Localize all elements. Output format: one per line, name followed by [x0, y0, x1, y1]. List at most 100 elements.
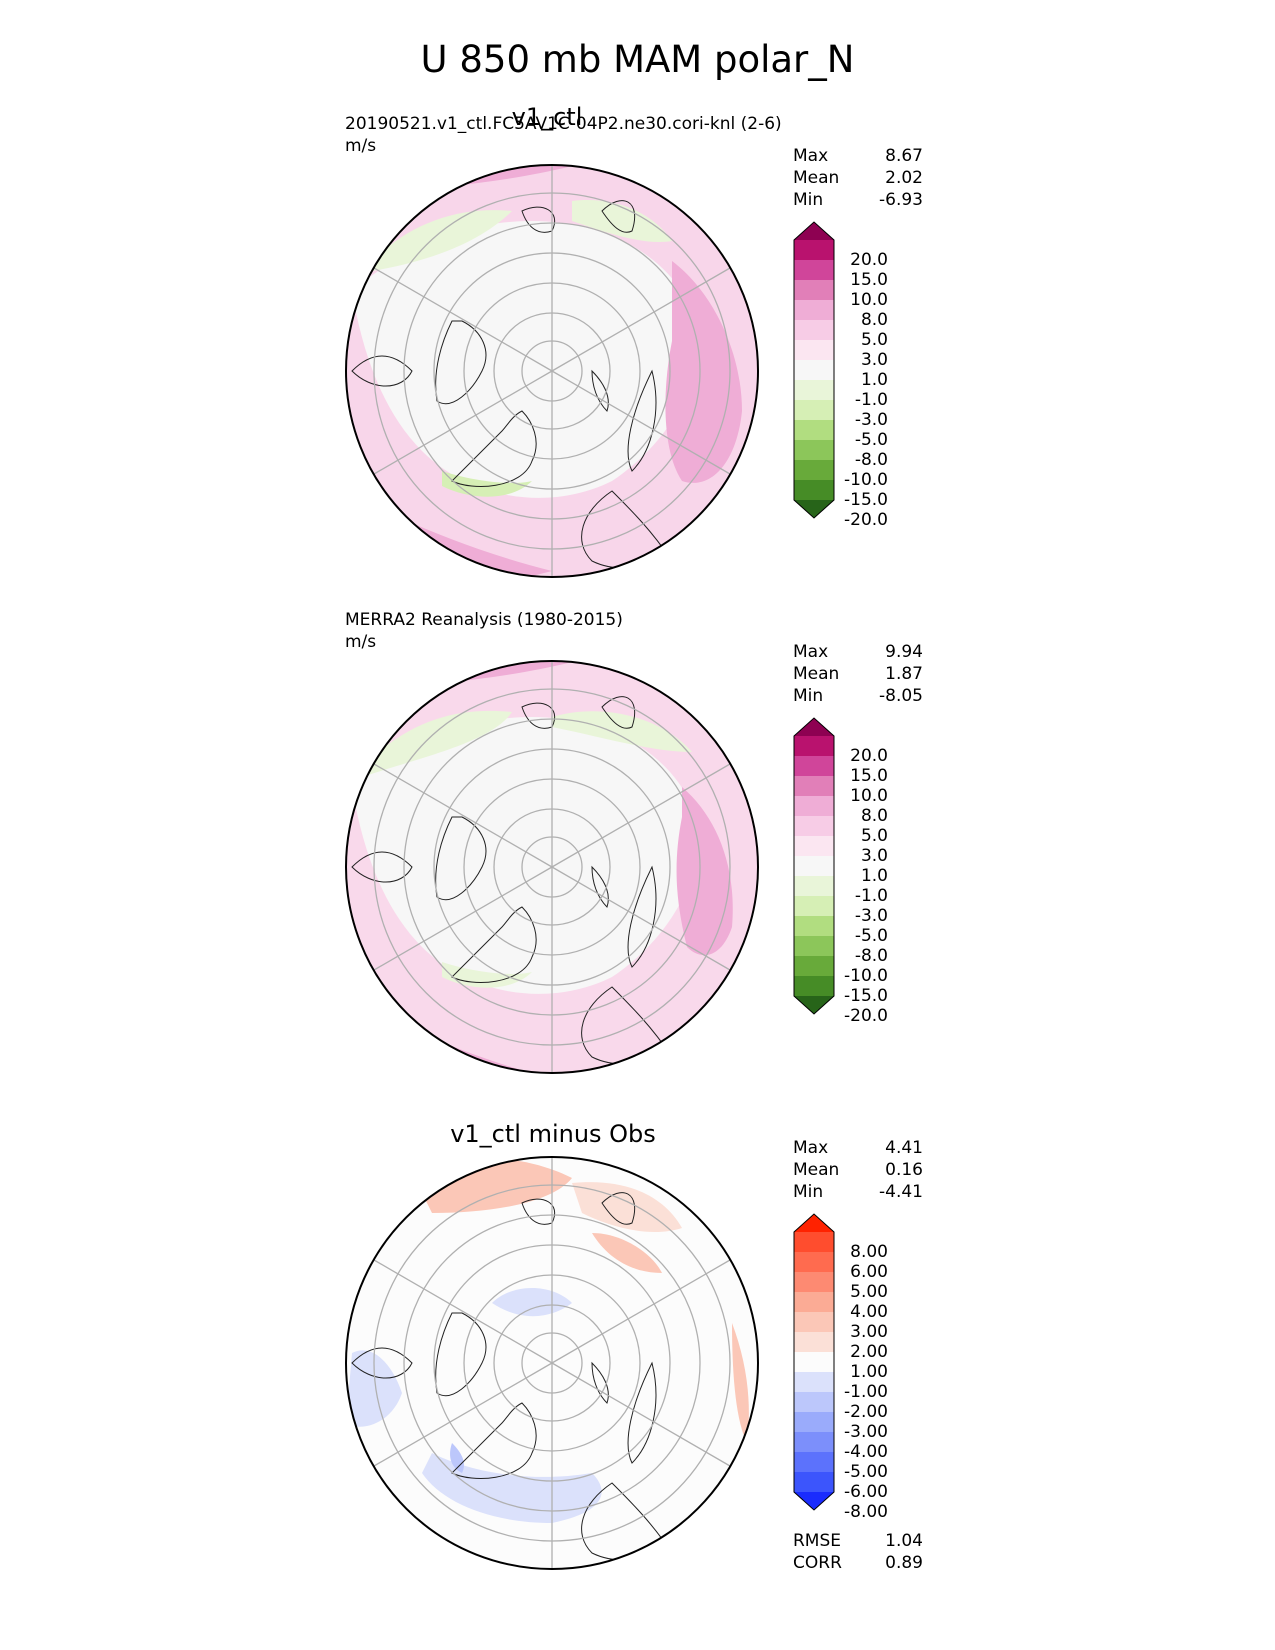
panel1-units: m/s — [345, 136, 377, 156]
colorbar-swatch — [794, 340, 834, 361]
panel3-field-positive-5 — [732, 1323, 749, 1443]
stat-row: CORR 0.89 — [793, 1552, 923, 1574]
panel2-polar-map — [345, 660, 759, 1074]
colorbar-outline — [793, 221, 835, 519]
colorbar-tick-label: 10.0 — [850, 786, 888, 806]
panel3-field-negative-4 — [450, 1443, 464, 1473]
panel1-stats: Max 8.67 Mean 2.02 Min -6.93 — [793, 145, 923, 211]
panel2-stats: Max 9.94 Mean 1.87 Min -8.05 — [793, 641, 923, 707]
colorbar-extend-min — [794, 1492, 834, 1510]
stat-row: Max 4.41 — [793, 1137, 923, 1159]
colorbar-swatch — [794, 776, 834, 797]
stat-label: Max — [793, 1138, 829, 1158]
panel1-center-title: v1_ctl — [511, 103, 583, 131]
panel3-center-title: v1_ctl minus Obs — [450, 1120, 656, 1148]
stat-value: 2.02 — [885, 168, 923, 188]
colorbar-swatch — [794, 976, 834, 997]
colorbar-extend-max — [794, 222, 834, 240]
panel1-coastlines — [351, 200, 673, 569]
colorbar-swatch — [794, 916, 834, 937]
colorbar-tick-label: 8.0 — [860, 310, 888, 330]
panel1-colorbar-labels: 20.0 15.0 10.0 8.0 5.0 3.0 1.0 -1.0 -3.0 -5.0 -8.0… — [838, 222, 888, 529]
panel2-field-easterly-2 — [552, 711, 692, 752]
colorbar-swatch — [794, 796, 834, 817]
colorbar-tick-label: 8.00 — [850, 1242, 888, 1262]
panel3-map-boundary — [345, 1156, 759, 1570]
colorbar-outline — [793, 717, 835, 1015]
colorbar-swatch — [794, 1312, 834, 1333]
stat-row: Min -6.93 — [793, 189, 923, 211]
stat-value: -4.41 — [879, 1182, 923, 1202]
panel1-left-title: 20190521.v1_ctl.FC5AV1C-04P2.ne30.cori-k… — [345, 113, 782, 157]
colorbar-tick-label: 15.0 — [850, 270, 888, 290]
colorbar-swatch — [794, 380, 834, 401]
stat-row: Mean 0.16 — [793, 1159, 923, 1181]
panel1-map-boundary — [345, 164, 759, 578]
panel2-left-title: MERRA2 Reanalysis (1980-2015) m/s — [345, 609, 623, 653]
stat-row: Min -8.05 — [793, 685, 923, 707]
panel3-graticule — [373, 1157, 731, 1569]
colorbar-extend-max — [794, 718, 834, 736]
colorbar-tick-label: -1.00 — [844, 1382, 888, 1402]
colorbar-tick-label: -8.0 — [854, 946, 888, 966]
panel1-polar-map — [345, 164, 759, 578]
stat-row: Max 8.67 — [793, 145, 923, 167]
colorbar-swatch — [794, 1472, 834, 1493]
colorbar-tick-label: -1.0 — [854, 390, 888, 410]
colorbar-swatch — [794, 1292, 834, 1313]
panel3-stats: Max 4.41 Mean 0.16 Min -4.41 — [793, 1137, 923, 1203]
colorbar-tick-label: -5.00 — [844, 1462, 888, 1482]
stat-label: Min — [793, 190, 824, 210]
colorbar-tick-label: -8.00 — [844, 1502, 888, 1522]
stat-value: 0.16 — [885, 1160, 923, 1180]
colorbar-swatch — [794, 440, 834, 461]
stat-value: 1.87 — [885, 664, 923, 684]
colorbar-swatch — [794, 280, 834, 301]
colorbar-swatch — [794, 1252, 834, 1273]
colorbar-swatch — [794, 300, 834, 321]
colorbar-swatch — [794, 856, 834, 877]
stat-label: Max — [793, 146, 829, 166]
stat-label: CORR — [793, 1553, 842, 1573]
colorbar-tick-label: -3.0 — [854, 410, 888, 430]
colorbar-tick-label: 20.0 — [850, 746, 888, 766]
colorbar-tick-label: 15.0 — [850, 766, 888, 786]
stat-value: 9.94 — [885, 642, 923, 662]
stat-label: Min — [793, 1182, 824, 1202]
colorbar-tick-label: 3.0 — [860, 846, 888, 866]
colorbar-tick-label: 10.0 — [850, 290, 888, 310]
panel2-colorbar — [793, 717, 835, 1015]
stat-row: Mean 2.02 — [793, 167, 923, 189]
colorbar-tick-label: -4.00 — [844, 1442, 888, 1462]
colorbar-tick-label: -5.0 — [854, 926, 888, 946]
colorbar-tick-label: 1.0 — [860, 866, 888, 886]
colorbar-swatch — [794, 240, 834, 261]
stat-row: Mean 1.87 — [793, 663, 923, 685]
colorbar-tick-label: -3.0 — [854, 906, 888, 926]
stat-label: Max — [793, 642, 829, 662]
colorbar-swatch — [794, 460, 834, 481]
colorbar-swatch — [794, 936, 834, 957]
panel1-graticule — [373, 165, 731, 577]
panel1-field-easterly-1 — [372, 210, 512, 271]
stat-label: RMSE — [793, 1531, 842, 1551]
stat-value: 0.89 — [885, 1553, 923, 1573]
colorbar-swatch — [794, 876, 834, 897]
colorbar-tick-label: 5.0 — [860, 826, 888, 846]
panel2-field-easterly-1 — [362, 710, 512, 777]
stat-label: Mean — [793, 664, 840, 684]
stat-value: 1.04 — [885, 1531, 923, 1551]
panel2-map-boundary — [345, 660, 759, 1074]
colorbar-tick-label: -6.00 — [844, 1482, 888, 1502]
colorbar-swatch — [794, 956, 834, 977]
stat-value: -8.05 — [879, 686, 923, 706]
panel3-polar-map — [345, 1156, 759, 1570]
panel2-field-pacific-jet — [676, 787, 733, 956]
colorbar-tick-label: -20.0 — [844, 1006, 888, 1026]
stat-row: Min -4.41 — [793, 1181, 923, 1203]
colorbar-tick-label: -15.0 — [844, 986, 888, 1006]
stat-row: Max 9.94 — [793, 641, 923, 663]
colorbar-tick-label: 8.0 — [860, 806, 888, 826]
stat-value: 8.67 — [885, 146, 923, 166]
panel3-error-stats: RMSE 1.04 CORR 0.89 — [793, 1530, 923, 1574]
